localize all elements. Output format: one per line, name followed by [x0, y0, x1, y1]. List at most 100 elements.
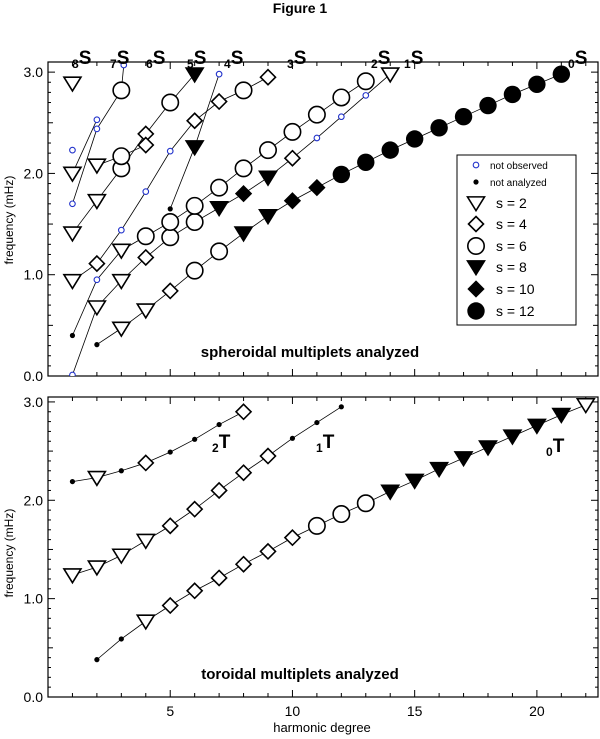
data-point: [93, 276, 101, 284]
data-point: [210, 481, 228, 500]
x-tick-label: 5: [166, 703, 174, 719]
data-point: [135, 533, 156, 550]
legend-label: s = 6: [496, 238, 527, 254]
data-point: [192, 436, 198, 442]
data-point: [185, 261, 204, 280]
data-point: [314, 419, 320, 426]
data-point: [210, 178, 229, 197]
legend-marker: [467, 215, 485, 233]
branch-label-n: 2: [371, 57, 378, 71]
data-point: [69, 332, 76, 339]
branch-label-letter: S: [117, 48, 130, 69]
branch-label-n: 3: [287, 57, 294, 71]
data-point: [111, 321, 132, 338]
data-point: [185, 213, 204, 232]
branch-label-letter: T: [323, 432, 335, 453]
data-point: [381, 141, 399, 159]
data-point: [161, 228, 180, 247]
plot-area: [62, 397, 596, 663]
data-point: [112, 147, 131, 166]
data-point: [405, 130, 424, 148]
data-point: [210, 569, 228, 587]
data-point: [526, 418, 547, 435]
data-point: [502, 429, 523, 446]
data-point: [259, 68, 277, 86]
data-point: [307, 516, 326, 535]
spheroidal-title: spheroidal multiplets analyzed: [201, 344, 419, 361]
spheroidal-panel: frequency (mHz) spheroidal multiplets an…: [2, 48, 599, 384]
data-point: [552, 65, 571, 83]
x-tick-label: 15: [407, 703, 423, 719]
y-tick-label: 3.0: [24, 394, 44, 410]
branch-label-letter: S: [575, 48, 588, 69]
branch-label: 1S: [404, 48, 423, 71]
data-point: [161, 282, 179, 300]
branch-label-n: 0: [546, 445, 553, 459]
branch-label: 0S: [568, 48, 587, 71]
data-point: [161, 213, 180, 232]
data-point: [161, 517, 179, 535]
branch-label-letter: S: [294, 48, 307, 69]
y-tick-label: 1.0: [24, 591, 44, 607]
branch-label: 2S: [371, 48, 390, 71]
data-point: [112, 81, 131, 100]
data-point: [313, 134, 321, 142]
data-point: [234, 81, 253, 100]
data-point: [215, 70, 223, 78]
data-point: [118, 468, 124, 474]
data-point: [137, 248, 155, 267]
y-tick-label: 2.0: [24, 492, 44, 508]
data-point: [166, 147, 174, 155]
branch-label: 0T: [546, 436, 565, 459]
data-point: [118, 636, 124, 642]
legend-label: not observed: [490, 161, 548, 172]
data-point: [258, 141, 277, 160]
legend-marker: [467, 280, 485, 298]
data-point: [86, 193, 107, 210]
toroidal-panel: frequency (mHz) toroidal multiplets anal…: [2, 394, 599, 719]
data-point: [111, 548, 132, 565]
data-point: [479, 96, 497, 115]
data-point: [210, 92, 228, 111]
branch-label: 4S: [224, 48, 243, 71]
data-point: [283, 122, 302, 141]
data-point: [453, 451, 474, 468]
data-point: [161, 93, 180, 112]
data-point: [289, 435, 296, 441]
plot-frame: [47, 396, 599, 698]
y-tick-label: 1.0: [24, 267, 44, 283]
data-point: [185, 196, 204, 215]
branch-label-n: 1: [316, 441, 323, 455]
data-point: [216, 421, 222, 428]
data-point: [69, 371, 76, 376]
data-point: [120, 62, 128, 69]
data-point: [283, 192, 302, 210]
data-point: [430, 119, 448, 137]
branch-label-letter: S: [153, 48, 166, 69]
data-point: [575, 397, 596, 415]
data-point: [307, 105, 326, 124]
data-point: [478, 440, 498, 457]
data-point: [234, 403, 253, 421]
data-point: [234, 464, 253, 482]
data-point: [283, 529, 302, 547]
branch-label-n: 1: [404, 57, 411, 71]
data-point: [429, 461, 450, 478]
data-point: [551, 407, 572, 424]
data-point: [258, 170, 278, 187]
x-tick-label: 20: [529, 703, 545, 719]
data-point: [86, 300, 107, 317]
y-tick-label: 2.0: [24, 165, 44, 181]
data-point: [283, 149, 302, 167]
branch-line: [72, 65, 125, 204]
data-point: [167, 206, 173, 212]
legend-marker: [466, 196, 486, 213]
data-point: [338, 404, 344, 410]
data-point: [332, 505, 351, 524]
data-point: [234, 159, 253, 178]
branch-label-n: 8: [72, 57, 79, 71]
data-point: [137, 136, 155, 154]
data-point: [184, 67, 205, 84]
y-tick-label: 0.0: [24, 689, 44, 705]
data-point: [167, 449, 173, 455]
